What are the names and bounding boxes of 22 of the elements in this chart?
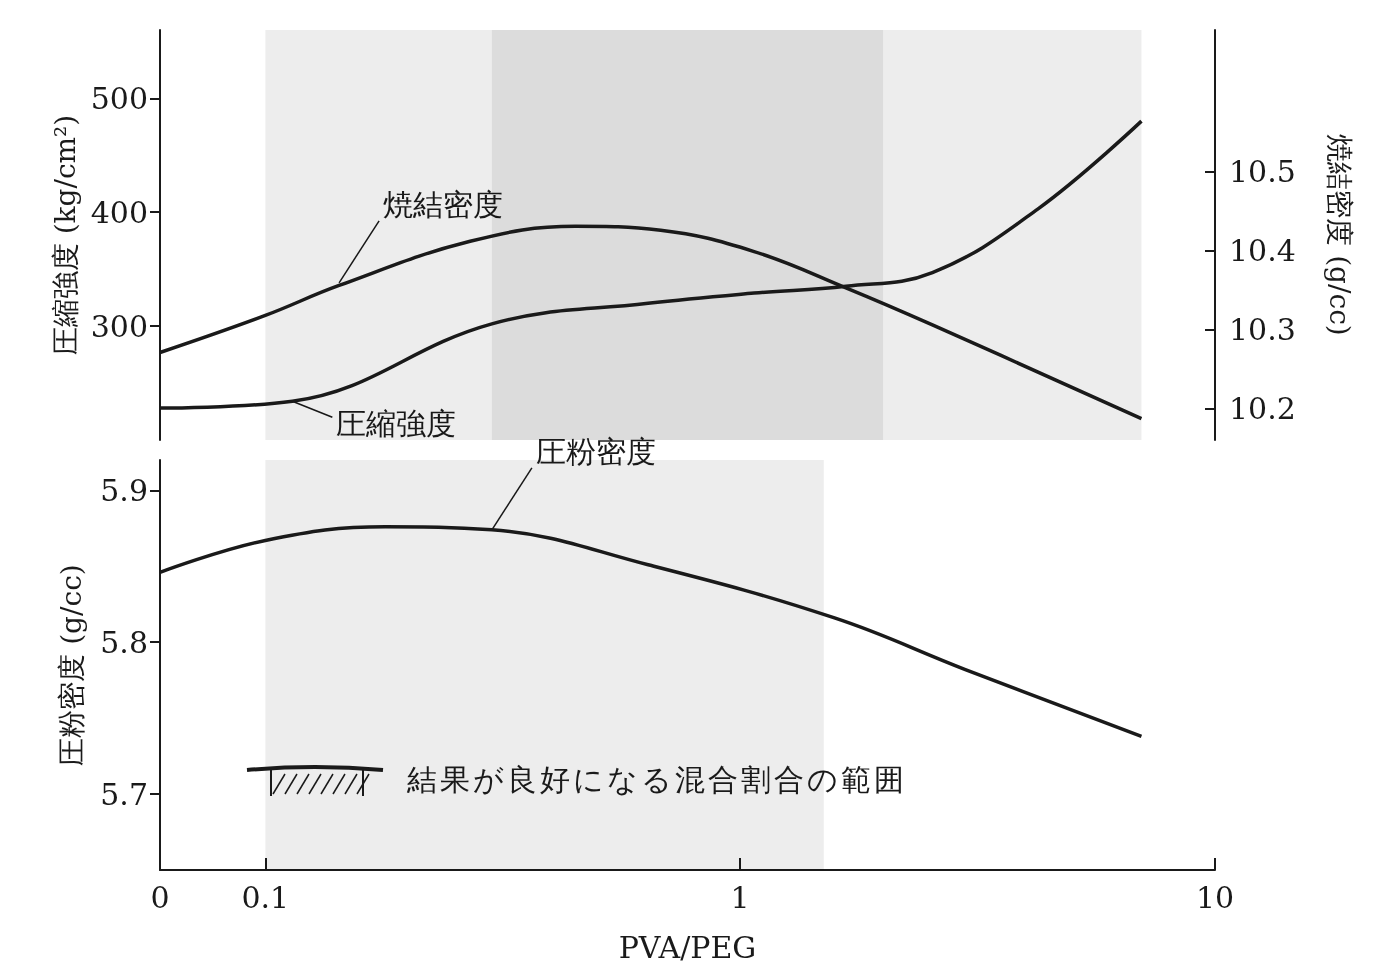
y-tick-label: 5.7 xyxy=(100,776,148,812)
annotation: 圧粉密度 xyxy=(535,434,656,470)
y-axis-title: 圧粉密度 (g/cc) xyxy=(54,564,88,766)
x-tick-label: 0.1 xyxy=(241,879,290,915)
y-tick-label: 5.8 xyxy=(100,624,148,660)
y-tick-label: 400 xyxy=(90,194,148,230)
y-tick-label: 500 xyxy=(90,80,148,116)
x-axis-title: PVA/PEG xyxy=(618,929,757,965)
y-tick-label: 300 xyxy=(90,308,148,344)
x-tick-label: 1 xyxy=(730,879,750,915)
x-tick-label: 0 xyxy=(150,879,170,915)
y2-tick-label: 10.5 xyxy=(1229,154,1296,190)
x-tick-label: 10 xyxy=(1195,879,1235,915)
y2-tick-label: 10.3 xyxy=(1229,312,1296,348)
y2-axis-title: 焼結密度 (g/cc) xyxy=(1322,134,1356,336)
annotation: 結果が良好になる混合割合の範囲 xyxy=(407,761,907,799)
annotation: 焼結密度 xyxy=(383,187,504,223)
annotation: 圧縮強度 xyxy=(336,405,457,441)
y2-tick-label: 10.2 xyxy=(1229,390,1296,426)
y2-tick-label: 10.4 xyxy=(1229,233,1296,269)
y-axis-title: 圧縮強度 (kg/cm²) xyxy=(49,114,83,356)
y-tick-label: 5.9 xyxy=(100,472,148,508)
